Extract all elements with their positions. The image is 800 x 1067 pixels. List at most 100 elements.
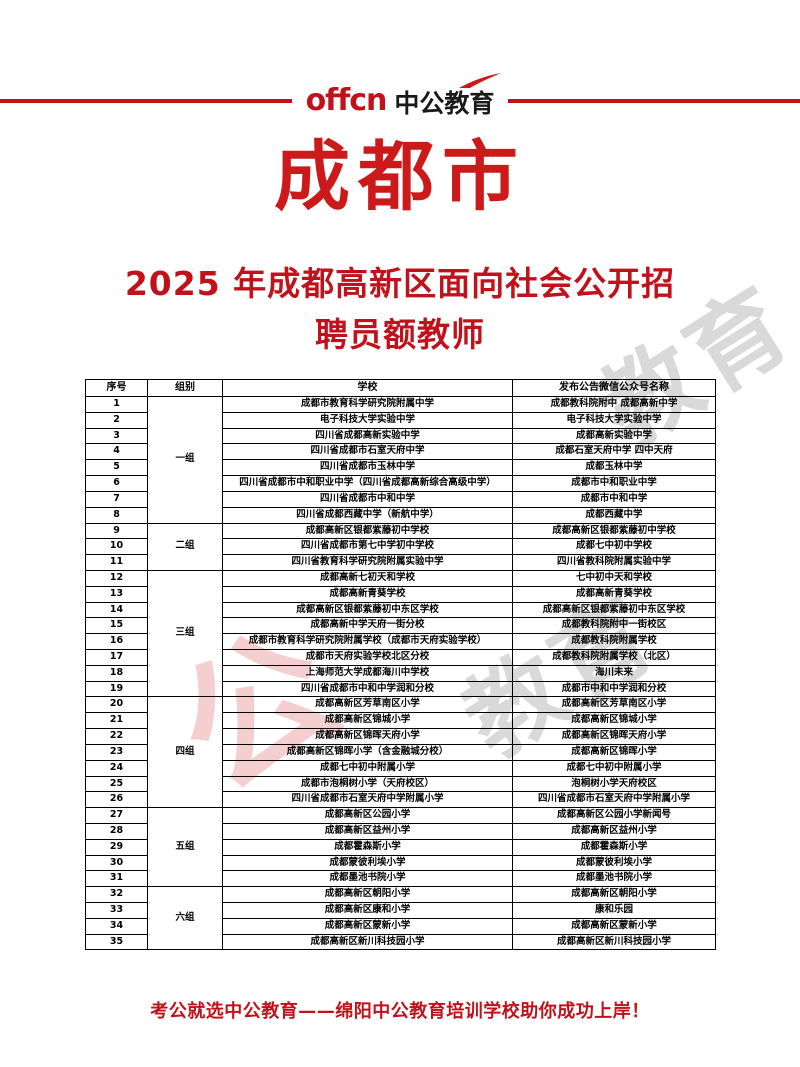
swoosh-icon <box>459 73 502 88</box>
cell-school: 上海师范大学成都海川中学校 <box>222 664 513 682</box>
table-row: 7 四川省成都市中和中学 成都市中和中学 <box>85 490 716 508</box>
table-row: 19 四川省成都市中和中学润和分校 成都市中和中学润和分校 <box>85 680 716 698</box>
cell-index: 20 <box>85 696 148 714</box>
cell-account: 成都蒙彼利埃小学 <box>512 854 716 872</box>
cell-account: 成都高新实验中学 <box>512 427 716 445</box>
cell-account: 康和乐园 <box>512 902 716 919</box>
cell-index: 9 <box>85 522 148 540</box>
schools-table-container: 序号 组别 学校 发布公告微信公众号名称 1 一组 成都市教育科学研究院附属中学 成都… <box>85 379 716 951</box>
cell-index: 18 <box>85 664 148 682</box>
table-row: 10 四川省成都市第七中学初中学校 成都七中初中学校 <box>85 538 716 556</box>
cell-index: 1 <box>85 396 148 413</box>
cell-account: 成都高新区芳草南区小学 <box>512 696 716 714</box>
cell-school: 四川省成都市中和中学润和分校 <box>222 680 513 698</box>
cell-account: 四川省成都市石室天府中学附属小学 <box>512 791 716 809</box>
table-row: 1 一组 成都市教育科学研究院附属中学 成都教科院附中 成都高新中学 <box>85 396 716 524</box>
cell-account: 成都高新区锦晖天府小学 <box>512 728 716 745</box>
table-row: 21 成都高新区锦城小学 成都高新区锦城小学 <box>85 712 716 730</box>
page-subtitle: 2025 年成都高新区面向社会公开招 聘员额教师 <box>100 258 700 360</box>
cell-school: 成都蒙彼利埃小学 <box>222 854 513 872</box>
cell-account: 成都高新区银都紫藤初中学校 <box>512 522 716 540</box>
cell-account: 电子科技大学实验中学 <box>512 411 716 429</box>
cell-group: 三组 <box>147 569 223 698</box>
cell-school: 成都高新区锦城小学 <box>222 712 513 730</box>
cell-index: 23 <box>85 743 148 761</box>
table-row: 26 四川省成都市石室天府中学附属小学 四川省成都市石室天府中学附属小学 <box>85 791 716 809</box>
cell-index: 17 <box>85 649 148 666</box>
cell-account: 成都七中初中学校 <box>512 538 716 556</box>
cell-account: 成都高新区锦晖小学 <box>512 743 716 761</box>
cell-school: 成都市泡桐树小学（天府校区） <box>222 775 513 793</box>
cell-school: 四川省成都市石室天府中学附属小学 <box>222 791 513 809</box>
cell-school: 成都霍森斯小学 <box>222 838 513 856</box>
table-row: 28 成都高新区益州小学 成都高新区益州小学 <box>85 822 716 840</box>
cell-account: 成都玉林中学 <box>512 459 716 477</box>
cell-account: 成都高新区公园小学新闻号 <box>512 807 716 824</box>
cell-index: 8 <box>85 506 148 524</box>
cell-account: 成都教科院附属学校 <box>512 633 716 650</box>
cell-index: 25 <box>85 775 148 793</box>
cell-account: 成都霍森斯小学 <box>512 838 716 856</box>
cell-account: 成都高新区朝阳小学 <box>512 886 716 903</box>
col-header-school: 学校 <box>222 379 513 397</box>
table-row: 33 成都高新区康和小学 康和乐园 <box>85 902 716 919</box>
cell-index: 11 <box>85 554 148 571</box>
cell-index: 5 <box>85 459 148 477</box>
table-body: 1 一组 成都市教育科学研究院附属中学 成都教科院附中 成都高新中学 2 电子科技大学实验… <box>85 396 716 951</box>
cell-index: 6 <box>85 475 148 492</box>
cell-index: 35 <box>85 933 148 951</box>
cell-school: 成都高新区芳草南区小学 <box>222 696 513 714</box>
table-row: 32 六组 成都高新区朝阳小学 成都高新区朝阳小学 <box>85 886 716 951</box>
cell-index: 29 <box>85 838 148 856</box>
schools-table: 序号 组别 学校 发布公告微信公众号名称 1 一组 成都市教育科学研究院附属中学 成都… <box>85 379 716 951</box>
offcn-logo: offcn 中公教育 <box>302 73 502 118</box>
cell-index: 14 <box>85 601 148 619</box>
page-subtitle-line2: 聘员额教师 <box>315 315 485 355</box>
cell-school: 成都市教育科学研究院附属学校（成都市天府实验学校） <box>222 633 513 650</box>
col-header-index: 序号 <box>85 379 148 397</box>
cell-group: 六组 <box>147 886 223 951</box>
footer-slogan: 考公就选中公教育——绵阳中公教育培训学校助你成功上岸！ <box>150 1001 650 1022</box>
cell-index: 15 <box>85 617 148 635</box>
cell-group: 一组 <box>147 396 223 524</box>
cell-account: 成都市中和中学润和分校 <box>512 680 716 698</box>
cell-index: 10 <box>85 538 148 556</box>
cell-account: 七中初中天和学校 <box>512 569 716 587</box>
cell-account: 成都七中初中附属小学 <box>512 759 716 777</box>
offcn-wordmark: offcn <box>305 83 388 118</box>
cell-index: 30 <box>85 854 148 872</box>
cell-index: 19 <box>85 680 148 698</box>
divider-left <box>0 99 292 103</box>
cell-account: 成都墨池书院小学 <box>512 870 716 888</box>
cell-school: 四川省成都市中和职业中学（四川省成都高新综合高级中学） <box>222 475 513 492</box>
cell-school: 成都高新七初天和学校 <box>222 569 513 587</box>
cell-index: 22 <box>85 728 148 745</box>
page-subtitle-line1: 2025 年成都高新区面向社会公开招 <box>124 264 676 303</box>
table-row: 35 成都高新区新川科技园小学 成都高新区新川科技园小学 <box>85 933 716 951</box>
cell-school: 成都市天府实验学校北区分校 <box>222 649 513 666</box>
table-row: 15 成都高新中学天府一街分校 成都教科院附中一街校区 <box>85 617 716 635</box>
cell-school: 成都市教育科学研究院附属中学 <box>222 396 513 413</box>
cell-account: 成都高新区益州小学 <box>512 822 716 840</box>
cell-index: 3 <box>85 427 148 445</box>
cell-account: 成都教科院附中 成都高新中学 <box>512 396 716 413</box>
table-row: 9 二组 成都高新区银都紫藤初中学校 成都高新区银都紫藤初中学校 <box>85 522 716 571</box>
cell-account: 成都市中和中学 <box>512 490 716 508</box>
cell-index: 26 <box>85 791 148 809</box>
cell-index: 32 <box>85 886 148 903</box>
table-row: 12 三组 成都高新七初天和学校 七中初中天和学校 <box>85 569 716 698</box>
cell-index: 7 <box>85 490 148 508</box>
cell-school: 成都七中初中附属小学 <box>222 759 513 777</box>
table-row: 5 四川省成都市玉林中学 成都玉林中学 <box>85 459 716 477</box>
cell-school: 四川省成都西藏中学（新航中学） <box>222 506 513 524</box>
table-row: 2 电子科技大学实验中学 电子科技大学实验中学 <box>85 411 716 429</box>
cell-index: 34 <box>85 917 148 935</box>
cell-school: 成都高新区公园小学 <box>222 807 513 824</box>
cell-account: 成都教科院附属学校（北区） <box>512 649 716 666</box>
cell-index: 13 <box>85 585 148 603</box>
table-row: 25 成都市泡桐树小学（天府校区） 泡桐树小学天府校区 <box>85 775 716 793</box>
cell-index: 27 <box>85 807 148 824</box>
table-row: 27 五组 成都高新区公园小学 成都高新区公园小学新闻号 <box>85 807 716 888</box>
table-row: 17 成都市天府实验学校北区分校 成都教科院附属学校（北区） <box>85 649 716 666</box>
cell-school: 成都高新区益州小学 <box>222 822 513 840</box>
